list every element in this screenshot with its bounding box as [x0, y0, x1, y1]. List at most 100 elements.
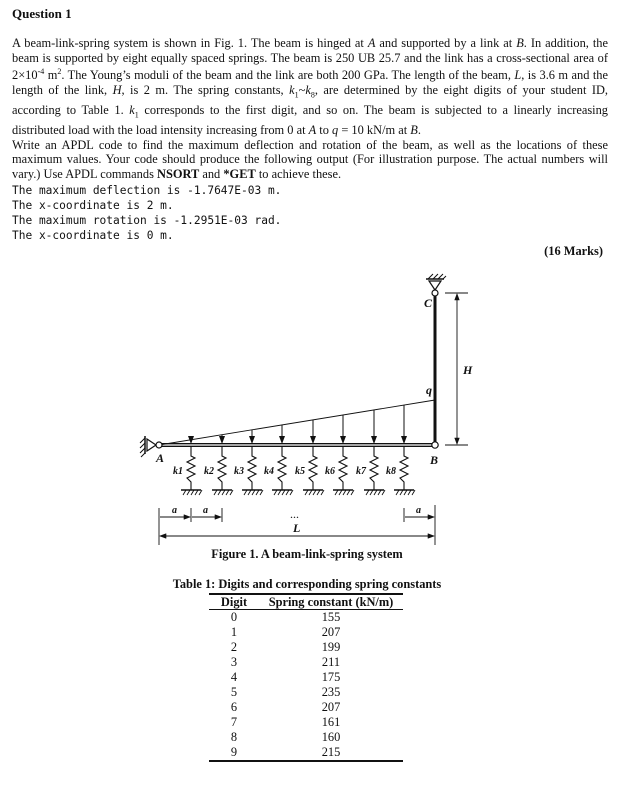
digit-cell: 1	[230, 625, 238, 639]
text-segment: . In addition, the beam is supported by …	[12, 36, 608, 83]
sample-output: The maximum deflection is -1.7647E-03 m.…	[12, 183, 281, 243]
table-row: 8 160	[209, 730, 403, 745]
spring-label: k5	[295, 466, 305, 477]
text-segment: L	[514, 68, 522, 83]
digit-cell: 5	[230, 685, 238, 699]
load-line	[158, 399, 436, 446]
column-header: Spring constant (kN/m)	[259, 594, 403, 610]
table-row: 9 215	[209, 745, 403, 761]
spring-constant-cell: 207	[321, 625, 341, 639]
output-line: The maximum deflection is -1.7647E-03 m.	[12, 184, 282, 197]
spring-8: k8	[386, 447, 416, 496]
text-segment: A	[308, 123, 317, 138]
text-segment: to achieve these.	[255, 166, 342, 181]
text-segment: , is 3.6 m and the length of the link,	[12, 68, 608, 97]
table-row: 4 175	[209, 670, 403, 685]
spring-constant-cell: 235	[321, 685, 341, 699]
marks: (16 Marks)	[544, 244, 603, 258]
table-row: 7 161	[209, 715, 403, 730]
column-header: Digit	[209, 594, 259, 610]
label-a-dim: a	[172, 505, 177, 516]
spring-1: k1	[173, 447, 203, 496]
text-segment: A	[367, 36, 376, 50]
dimension-lines	[158, 505, 436, 545]
text-segment: *GET	[223, 166, 256, 181]
spring-7: k7	[356, 447, 386, 496]
digit-cell: 2	[230, 640, 238, 654]
text-segment: and supported by a link at	[375, 36, 517, 50]
digit-cell: 9	[230, 745, 238, 759]
text-segment: 1	[294, 90, 299, 100]
spring-6: k6	[325, 447, 355, 496]
text-segment: . The Young’s moduli of the beam and the…	[61, 68, 515, 83]
text-segment: Write an APDL code to find the maximum d…	[12, 137, 608, 181]
spring-constant-cell: 215	[321, 745, 341, 759]
digit-cell: 3	[230, 655, 238, 669]
text-segment: 1	[134, 110, 139, 120]
table-row: 6 207	[209, 700, 403, 715]
spring-label: k8	[386, 466, 396, 477]
spring-label: k4	[264, 466, 274, 477]
spring-constant-cell: 207	[321, 700, 341, 714]
digit-cell: 6	[230, 700, 238, 714]
text-segment: k	[129, 102, 135, 117]
output-line: The x-coordinate is 0 m.	[12, 229, 174, 242]
label-l: L	[292, 521, 300, 535]
spring-2: k2	[204, 447, 234, 496]
text-segment: ~	[298, 82, 306, 97]
hinge-support-a	[139, 436, 163, 458]
table-row: 3 211	[209, 655, 403, 670]
figure-caption: Figure 1. A beam-link-spring system	[211, 547, 403, 561]
text-segment: to	[316, 123, 333, 138]
label-a-dim: a	[203, 505, 208, 516]
text-segment: and	[199, 166, 224, 181]
label-dots: ...	[290, 507, 299, 521]
spring-label: k6	[325, 466, 335, 477]
spring-constant-cell: 160	[321, 730, 341, 744]
problem-statement: A beam-link-spring system is shown in Fi…	[12, 36, 608, 181]
table-row: 0 155	[209, 610, 403, 626]
text-segment: 2	[57, 67, 62, 77]
spring-constant-cell: 211	[321, 655, 341, 669]
spring-label: k1	[173, 466, 183, 477]
text-segment: q	[332, 123, 339, 138]
table-row: 5 235	[209, 685, 403, 700]
text-segment: k	[289, 82, 295, 97]
spring-5: k5	[295, 447, 325, 496]
output-line: The x-coordinate is 2 m.	[12, 199, 174, 212]
digit-cell: 0	[230, 610, 238, 624]
text-segment: B	[516, 36, 524, 50]
spring-label: k3	[234, 466, 244, 477]
text-segment: 8	[310, 90, 315, 100]
text-segment: .	[417, 123, 421, 138]
table-title: Table 1: Digits and corresponding spring…	[172, 577, 442, 591]
table-row: 1 207	[209, 625, 403, 640]
text-segment: A beam-link-spring system is shown in Fi…	[12, 36, 368, 50]
question-title: Question 1	[12, 6, 72, 21]
hinge-b	[431, 441, 439, 449]
spring-constant-cell: 199	[321, 640, 341, 654]
digit-cell: 8	[230, 730, 238, 744]
text-segment: m	[44, 68, 58, 83]
text-segment: k	[305, 82, 311, 97]
spring-label: k2	[204, 466, 214, 477]
label-a-dim: a	[416, 505, 421, 516]
text-segment: corresponds to the first digit, and so o…	[12, 102, 608, 138]
text-segment: H	[112, 82, 122, 97]
hinge-support-c	[426, 273, 447, 297]
text-segment: -4	[37, 67, 45, 77]
spring-constant-cell: 175	[321, 670, 341, 684]
output-line: The maximum rotation is -1.2951E-03 rad.	[12, 214, 282, 227]
spring-4: k4	[264, 447, 294, 496]
text-segment: , is 2 m. The spring constants,	[121, 82, 290, 97]
digit-cell: 7	[230, 715, 238, 729]
spring-constant-table: Digit Spring constant (kN/m) 0 155 1 207 2 19…	[209, 593, 403, 762]
digit-cell: 4	[230, 670, 238, 684]
spring-3: k3	[234, 447, 264, 496]
label-q: q	[426, 383, 432, 397]
spring-label: k7	[356, 466, 367, 477]
text-segment: NSORT	[157, 166, 200, 181]
table-row: 2 199	[209, 640, 403, 655]
